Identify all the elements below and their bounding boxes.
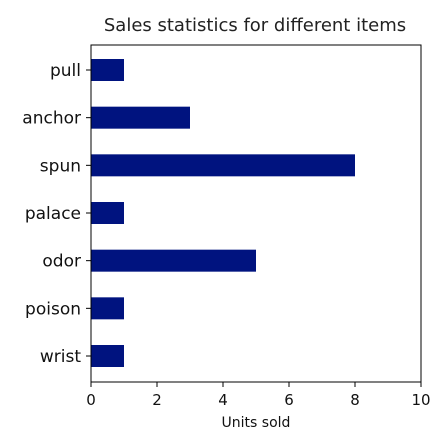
x-tick-label: 6 <box>284 391 294 409</box>
bar-pull <box>91 59 124 81</box>
bar-poison <box>91 297 124 320</box>
category-label-spun: spun <box>40 156 81 176</box>
category-label-odor: odor <box>42 252 81 272</box>
x-ticks-group: 0 2 4 6 8 10 <box>86 382 431 409</box>
category-labels-group: pull anchor spun palace odor poison wrist <box>22 61 91 367</box>
bar-wrist <box>91 345 124 367</box>
x-tick-label: 4 <box>218 391 228 409</box>
x-tick-label: 2 <box>152 391 162 409</box>
bar-anchor <box>91 106 190 129</box>
x-tick-label: 0 <box>86 391 96 409</box>
x-tick-label: 8 <box>350 391 360 409</box>
category-label-wrist: wrist <box>40 347 81 367</box>
x-tick-label: 10 <box>411 391 430 409</box>
bars-group <box>91 59 355 367</box>
chart-title: Sales statistics for different items <box>104 15 406 36</box>
bar-odor <box>91 249 256 272</box>
x-axis-label: Units sold <box>222 415 291 431</box>
category-label-pull: pull <box>50 61 81 81</box>
category-label-palace: palace <box>25 204 81 224</box>
plot-frame <box>90 44 422 383</box>
category-label-poison: poison <box>25 299 81 319</box>
category-label-anchor: anchor <box>22 109 81 129</box>
bar-palace <box>91 202 124 224</box>
bar-spun <box>91 154 355 177</box>
